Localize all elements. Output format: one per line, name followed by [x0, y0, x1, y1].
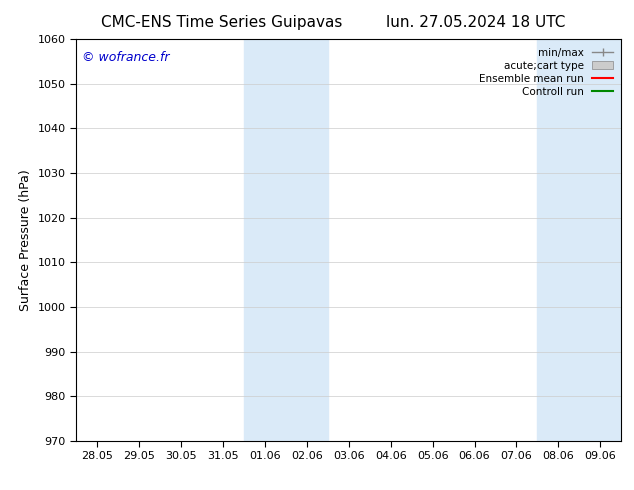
Bar	[538, 39, 621, 441]
Y-axis label: Surface Pressure (hPa): Surface Pressure (hPa)	[19, 169, 32, 311]
Text: © wofrance.fr: © wofrance.fr	[82, 51, 169, 64]
Text: lun. 27.05.2024 18 UTC: lun. 27.05.2024 18 UTC	[386, 15, 565, 30]
Text: CMC-ENS Time Series Guipavas: CMC-ENS Time Series Guipavas	[101, 15, 342, 30]
Legend: min/max, acute;cart type, Ensemble mean run, Controll run: min/max, acute;cart type, Ensemble mean …	[476, 45, 616, 100]
Bar	[244, 39, 328, 441]
